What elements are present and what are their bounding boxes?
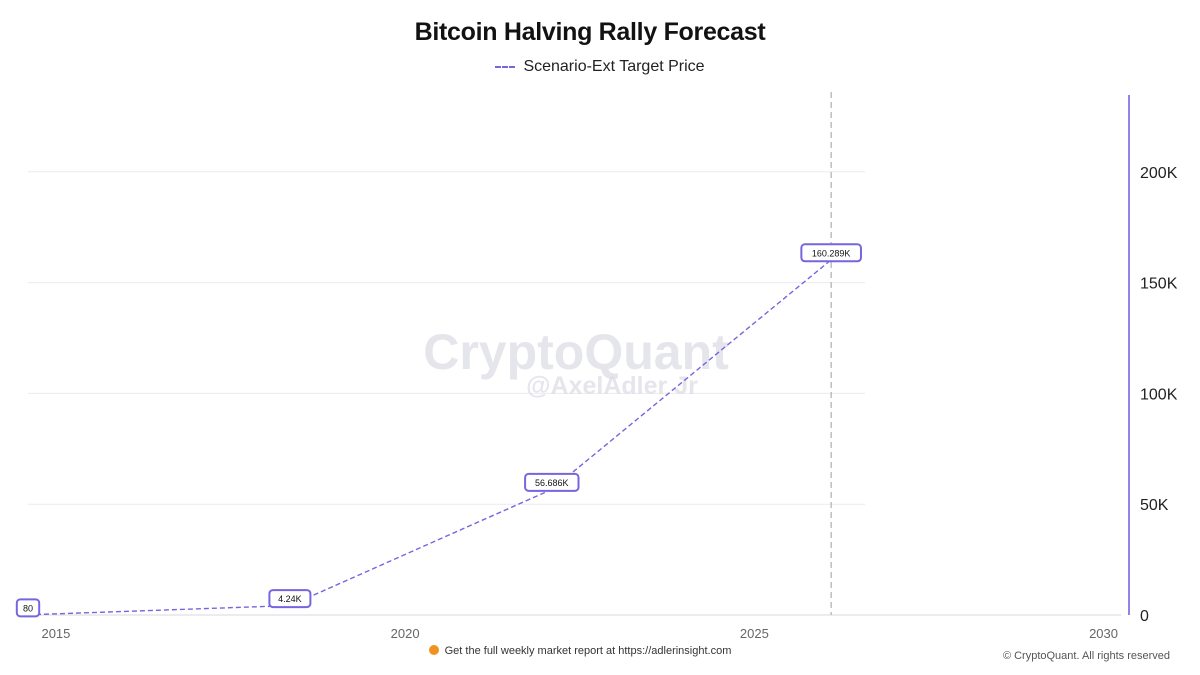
y-tick-label: 200K xyxy=(1140,165,1178,182)
y-tick-label: 100K xyxy=(1140,386,1178,403)
data-label-box xyxy=(524,472,580,492)
x-tick-label: 2020 xyxy=(391,626,420,641)
y-tick-label: 0 xyxy=(1140,608,1149,625)
legend-label: Scenario-Ext Target Price xyxy=(523,58,705,75)
footer-note-text: Get the full weekly market report at htt… xyxy=(444,645,732,657)
data-label-box xyxy=(268,589,312,609)
x-tick-label: 2015 xyxy=(41,626,70,641)
series-layer xyxy=(27,259,832,616)
legend-dashed-line-swatch xyxy=(495,66,516,68)
watermark-handle-text: @AxelAdler Jr xyxy=(526,372,698,400)
data-label-box xyxy=(15,598,41,618)
data-label-text: 80 xyxy=(23,603,33,613)
y-tick-label: 150K xyxy=(1140,276,1178,293)
data-label-box xyxy=(800,243,862,263)
watermark: CryptoQuant @AxelAdler Jr xyxy=(423,324,729,400)
data-label-text: 160.289K xyxy=(812,248,851,258)
data-label: 80 xyxy=(15,598,41,618)
report-bullet-icon xyxy=(428,645,439,655)
x-tick-label: 2030 xyxy=(1089,626,1118,641)
data-label-layer: 80 4.24K 56.686K 160.289K xyxy=(15,243,862,618)
series-line xyxy=(27,259,832,616)
data-label: 56.686K xyxy=(524,472,580,492)
x-tick-label: 2025 xyxy=(740,626,769,641)
data-label: 160.289K xyxy=(800,243,862,263)
chart-title: Bitcoin Halving Rally Forecast xyxy=(414,18,766,46)
grid-layer xyxy=(28,171,865,505)
data-label-text: 56.686K xyxy=(535,478,569,488)
footer-note: Get the full weekly market report at htt… xyxy=(0,645,1160,657)
copyright-text: © CryptoQuant. All rights reserved xyxy=(1002,650,1170,662)
axis-layer: 0 50K 100K 150K 200K 2015 2020 2025 2030 xyxy=(28,92,1178,641)
data-label: 4.24K xyxy=(268,589,312,609)
legend[interactable]: Scenario-Ext Target Price xyxy=(0,58,1200,76)
y-tick-label: 50K xyxy=(1140,497,1169,514)
watermark-logo-text: CryptoQuant xyxy=(423,324,729,380)
data-label-text: 4.24K xyxy=(278,594,302,604)
